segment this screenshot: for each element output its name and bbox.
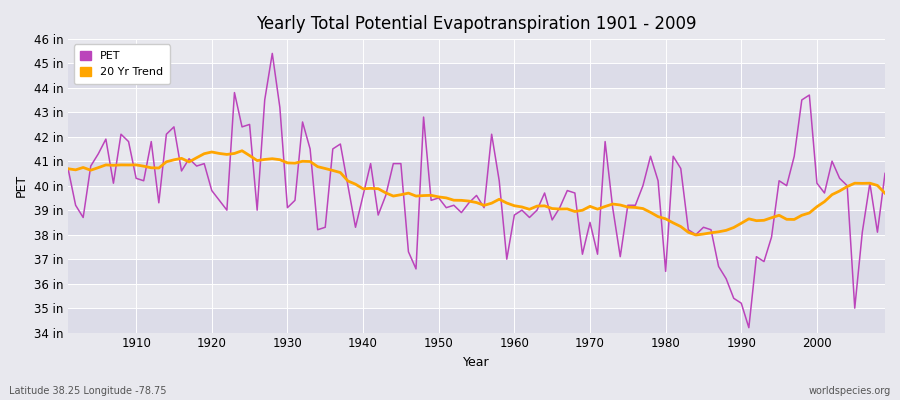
Legend: PET, 20 Yr Trend: PET, 20 Yr Trend xyxy=(74,44,170,84)
PET xyxy=(879,171,890,176)
PET xyxy=(608,205,618,210)
Bar xyxy=(68,63,885,88)
Bar xyxy=(68,235,885,259)
20 Yr Trend xyxy=(297,159,308,164)
Bar xyxy=(68,210,885,235)
X-axis label: Year: Year xyxy=(464,356,490,369)
20 Yr Trend xyxy=(879,191,890,196)
PET xyxy=(123,139,134,144)
Bar xyxy=(68,186,885,210)
20 Yr Trend xyxy=(63,166,74,171)
Y-axis label: PET: PET xyxy=(15,174,28,197)
Bar xyxy=(68,308,885,332)
PET xyxy=(743,325,754,330)
PET xyxy=(267,51,278,56)
PET xyxy=(343,183,354,188)
20 Yr Trend xyxy=(517,204,527,209)
Text: Latitude 38.25 Longitude -78.75: Latitude 38.25 Longitude -78.75 xyxy=(9,386,166,396)
Bar xyxy=(68,161,885,186)
PET xyxy=(297,120,308,124)
PET xyxy=(508,213,519,218)
Bar xyxy=(68,137,885,161)
Title: Yearly Total Potential Evapotranspiration 1901 - 2009: Yearly Total Potential Evapotranspiratio… xyxy=(256,15,697,33)
20 Yr Trend xyxy=(237,148,248,153)
20 Yr Trend xyxy=(343,178,354,183)
20 Yr Trend xyxy=(123,162,134,167)
Bar xyxy=(68,284,885,308)
20 Yr Trend xyxy=(690,232,701,237)
Bar xyxy=(68,112,885,137)
20 Yr Trend xyxy=(508,203,519,208)
Bar xyxy=(68,39,885,63)
Line: 20 Yr Trend: 20 Yr Trend xyxy=(68,151,885,235)
Text: worldspecies.org: worldspecies.org xyxy=(809,386,891,396)
Bar xyxy=(68,88,885,112)
Bar xyxy=(68,259,885,284)
PET xyxy=(517,208,527,212)
Line: PET: PET xyxy=(68,54,885,328)
PET xyxy=(63,166,74,171)
20 Yr Trend xyxy=(608,202,618,206)
